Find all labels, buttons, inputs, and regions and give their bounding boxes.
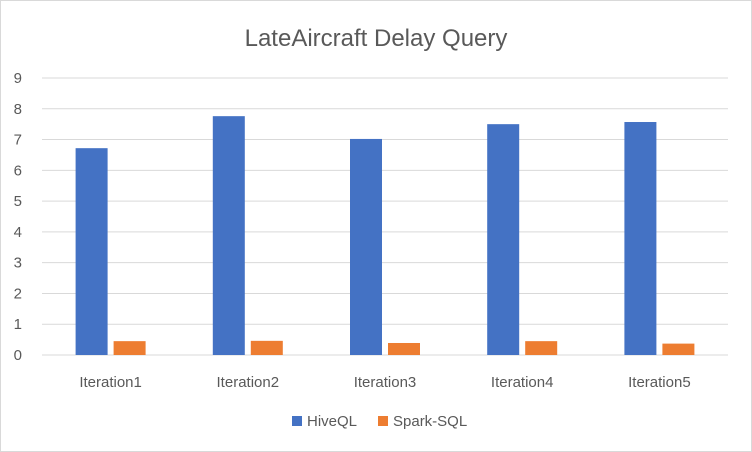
y-tick-label: 7 — [14, 132, 22, 149]
bar-spark-sql-iteration1 — [113, 341, 146, 355]
y-axis-ticks: 0 1 2 3 4 5 6 7 8 9 — [14, 70, 22, 364]
bar-spark-sql-iteration2 — [250, 340, 283, 355]
legend: HiveQL Spark-SQL — [292, 413, 467, 430]
bar-hiveql-iteration3 — [350, 138, 382, 355]
legend-swatch-spark-sql — [378, 416, 388, 426]
bar-spark-sql-iteration3 — [388, 342, 420, 355]
x-tick-label: Iteration1 — [79, 374, 142, 391]
y-tick-label: 0 — [14, 347, 22, 364]
x-tick-label: Iteration4 — [491, 374, 554, 391]
bar-spark-sql-iteration5 — [662, 343, 695, 355]
x-tick-label: Iteration5 — [628, 374, 691, 391]
x-tick-label: Iteration2 — [217, 374, 280, 391]
legend-label-hiveql: HiveQL — [307, 413, 357, 430]
y-tick-label: 8 — [14, 101, 22, 118]
legend-label-spark-sql: Spark-SQL — [393, 413, 467, 430]
bars — [75, 116, 695, 356]
bar-hiveql-iteration4 — [487, 124, 520, 356]
y-tick-label: 9 — [14, 70, 22, 87]
x-axis-ticks: Iteration1 Iteration2 Iteration3 Iteration4… — [79, 374, 690, 391]
y-tick-label: 6 — [14, 162, 22, 179]
bar-hiveql-iteration5 — [624, 122, 657, 355]
bar-hiveql-iteration2 — [212, 116, 245, 355]
bar-hiveql-iteration1 — [75, 148, 108, 355]
y-tick-label: 4 — [14, 224, 22, 241]
y-tick-label: 1 — [14, 316, 22, 333]
legend-swatch-hiveql — [292, 416, 302, 426]
bar-spark-sql-iteration4 — [525, 341, 558, 355]
chart-title: LateAircraft Delay Query — [245, 25, 508, 52]
y-tick-label: 2 — [14, 285, 22, 302]
x-tick-label: Iteration3 — [354, 374, 417, 391]
y-tick-label: 5 — [14, 193, 22, 210]
gridlines — [42, 77, 728, 356]
y-tick-label: 3 — [14, 255, 22, 272]
